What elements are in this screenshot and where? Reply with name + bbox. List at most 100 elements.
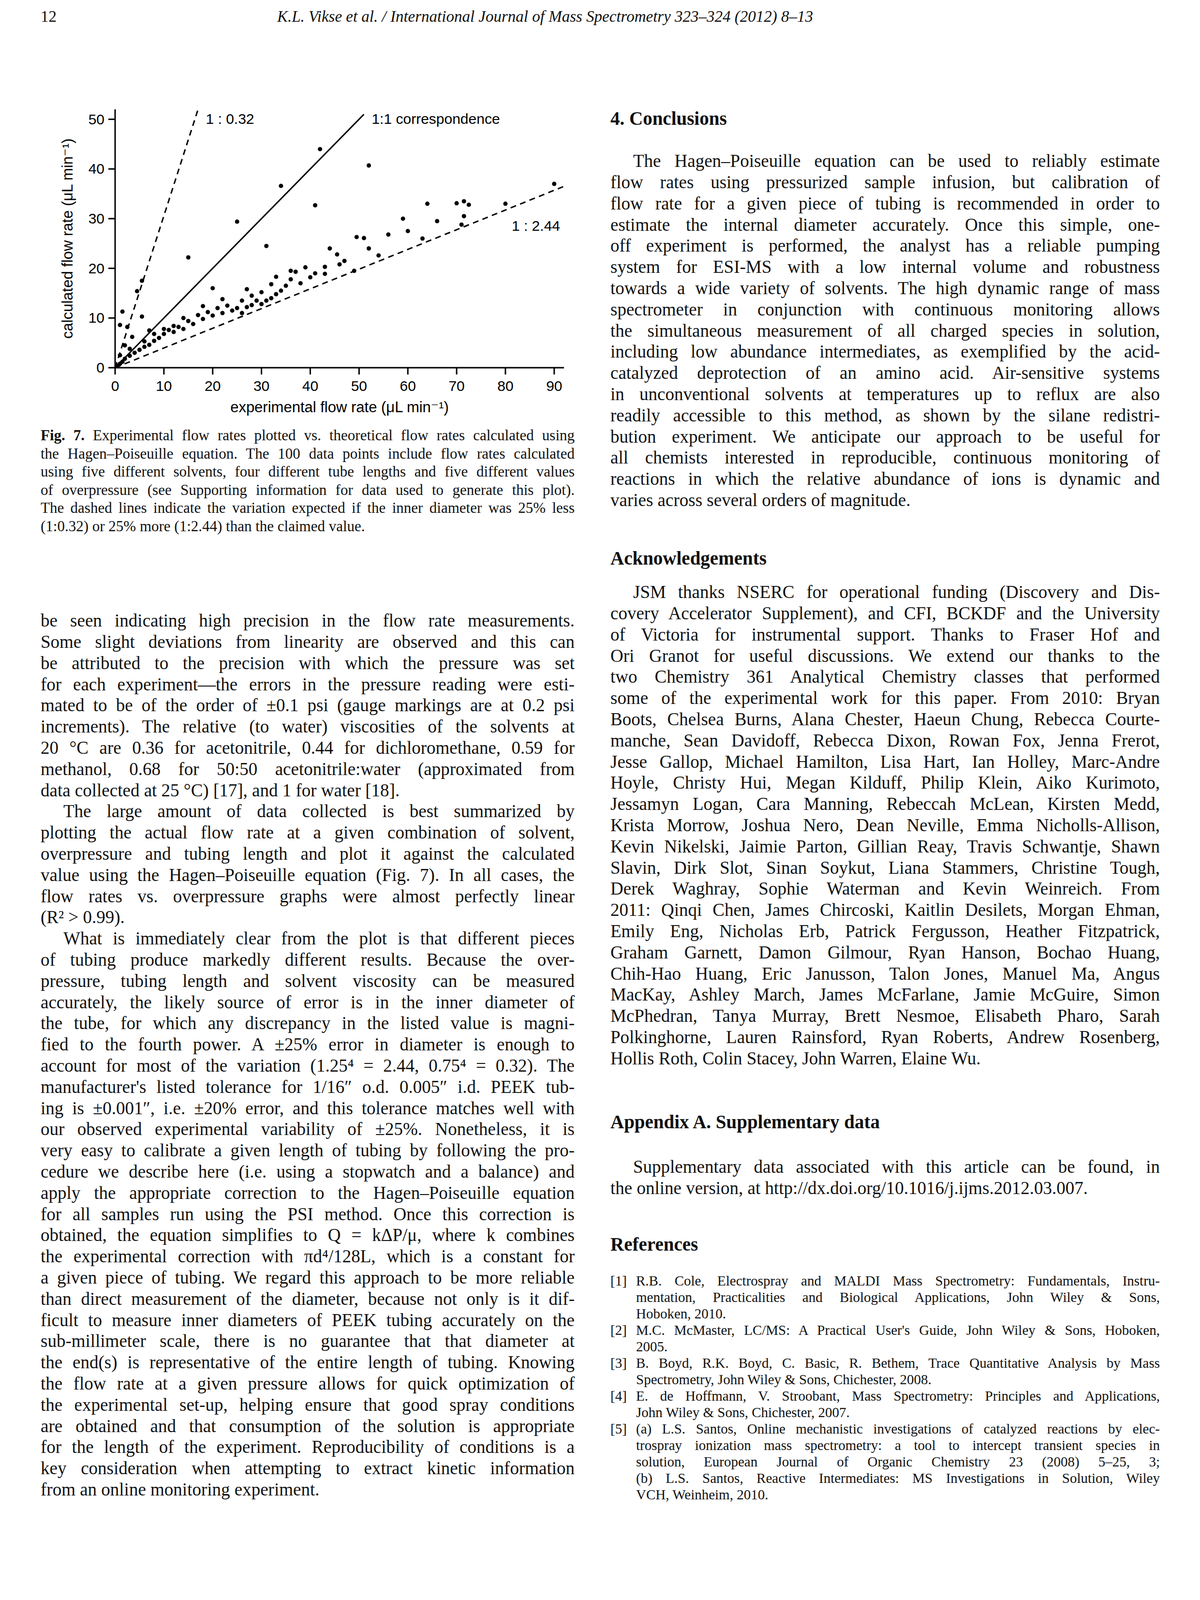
data-point [225, 303, 230, 308]
ref-line: mentation, Practicalities and Biological… [636, 1288, 1160, 1306]
ref-number: [5] [610, 1420, 627, 1437]
text: John Wiley & Sons, Chichester, 2007. [636, 1404, 850, 1420]
text: Jessamyn Logan, Cara Manning, Rebeccah M… [610, 793, 1160, 814]
ref-line: John Wiley & Sons, Chichester, 2007. [636, 1404, 1160, 1421]
line-content: mentation, Practicalities and Biological… [636, 1288, 1160, 1305]
text-line: spectrometer in conjunction with continu… [610, 298, 1160, 321]
text-line: covery Accelerator Supplement), and CFI,… [610, 602, 1160, 624]
data-point [191, 321, 196, 326]
x-tick-label: 30 [253, 377, 270, 394]
text: for each experiment—the errors in the pr… [40, 674, 575, 695]
line-content: Jesse Gallop, Michael Hamilton, Lisa Har… [610, 751, 1160, 772]
data-point [161, 331, 166, 337]
heading-line: References [610, 1232, 1160, 1258]
text-line: Jessamyn Logan, Cara Manning, Rebeccah M… [610, 793, 1160, 815]
data-point [312, 270, 318, 276]
data-point [244, 304, 250, 310]
line-content: (R² > 0.99). [40, 906, 125, 928]
text-line: plotting the actual flow rate at a given… [40, 821, 575, 844]
data-point [195, 312, 201, 318]
text-line: flow rates vs. overpressure graphs were … [40, 885, 575, 907]
text: catalyzed deprotection of an amino acid.… [610, 362, 1160, 383]
text: obtained, the equation simplifies to Q =… [40, 1224, 575, 1245]
y-tick [108, 168, 116, 170]
line-content: varies across several orders of magnitud… [610, 489, 911, 511]
caption-line: of overpressure (see Supporting informat… [40, 481, 575, 500]
data-point [166, 327, 171, 332]
line-content: the simultaneous measurement of all char… [610, 320, 1160, 341]
text-line: JSM thanks NSERC for operational funding… [633, 581, 1160, 603]
line-content: catalyzed deprotection of an amino acid.… [610, 362, 1160, 384]
line-content: our observed experimental variability of… [40, 1118, 575, 1140]
caption-line: Fig. 7. Experimental flow rates plotted … [40, 426, 575, 445]
text-line: off experiment is performed, the analyst… [610, 235, 1160, 257]
text: apply the appropriate correction to the … [40, 1182, 575, 1203]
text-line: the tube, for which any discrepancy in t… [40, 1012, 575, 1034]
line-content: towards a wide variety of solvents. The … [610, 277, 1160, 299]
y-axis-label: calculated flow rate (μL min⁻¹) [59, 138, 76, 339]
line-content: Slavin, Dirk Slot, Sinan Soykut, Liana S… [610, 857, 1160, 878]
page: 12 K.L. Vikse et al. / International Jour… [0, 0, 1200, 1600]
line-content: Emily Eng, Nicholas Erb, Patrick Ferguss… [610, 920, 1160, 942]
ref-line: B. Boyd, R.K. Boyd, C. Basic, R. Bethem,… [636, 1354, 1160, 1372]
text-line: MacKay, Ashley March, James McFarlane, J… [610, 983, 1160, 1006]
line-content: K.L. Vikse et al. / International Journa… [277, 7, 814, 26]
figure-label: Fig. 7. [40, 426, 85, 444]
text-line: McPhedran, Tanya Murray, Brett Nesmoe, E… [610, 1005, 1160, 1027]
line-content: Graham Garnett, Damon Gilmour, Ryan Hans… [610, 941, 1160, 963]
text: Boots, Chelsea Burns, Alana Chester, Hae… [610, 709, 1160, 729]
text: manufacturer's listed tolerance for 1/16… [40, 1076, 575, 1097]
caption-line: (1:0.32) or 25% more (1:2.44) than the c… [40, 517, 575, 536]
ref-line: Spectrometry, John Wiley & Sons, Chiches… [636, 1371, 1160, 1388]
line-content: data collected at 25 °C) [17], and 1 for… [40, 779, 400, 801]
text: bution experiment. We anticipate our app… [610, 426, 1160, 447]
x-tick-label: 60 [400, 377, 416, 394]
text-line: pressure, tubing length and solvent visc… [40, 970, 575, 992]
line-content: very easy to calibrate a given length of… [40, 1139, 575, 1161]
line-content: overpressure and tubing length and plot … [40, 843, 575, 864]
text: sub-millimeter scale, there is no guaran… [40, 1330, 575, 1351]
line-content: reactions in which the relative abundanc… [610, 468, 1160, 489]
data-point [210, 285, 215, 291]
line-content: all chemists interested in reproducible,… [610, 446, 1160, 468]
line-content: the end(s) is representative of the enti… [40, 1351, 575, 1373]
text: plotting the actual flow rate at a given… [40, 822, 575, 843]
text: mated to be of the order of ±0.1 psi (ga… [40, 695, 575, 715]
line-content: Kevin Nikelski, Jaimie Parton, Gillian R… [610, 835, 1160, 857]
text-line: (R² > 0.99). [40, 906, 575, 928]
reference-line [115, 109, 198, 368]
text-line: be seen indicating high precision in the… [40, 609, 575, 632]
data-point [210, 313, 215, 318]
line-content: for all samples run using the PSI method… [40, 1203, 575, 1225]
text-line: estimate the internal diameter accuratel… [610, 214, 1160, 236]
text-line: readily accessible to this method, as sh… [610, 404, 1160, 427]
ref-number-line: [5] [610, 1420, 640, 1438]
line-content: (a) L.S. Santos, Online mechanistic inve… [636, 1420, 1160, 1437]
text-line: system for ESI-MS with a low internal vo… [610, 256, 1160, 278]
line-content: MacKay, Ashley March, James McFarlane, J… [610, 983, 1160, 1005]
x-axis [115, 367, 564, 369]
line-content: John Wiley & Sons, Chichester, 2007. [636, 1404, 850, 1421]
ref-line: trospray ionization mass spectrometry: a… [636, 1437, 1160, 1454]
text: some of the experimental work for this p… [610, 687, 1160, 708]
line-content: References [610, 1232, 698, 1255]
data-point [293, 269, 298, 274]
text-line: catalyzed deprotection of an amino acid.… [610, 362, 1160, 384]
data-point [268, 281, 274, 287]
text: the experimental set-up, helping ensure … [40, 1394, 575, 1415]
heading: Acknowledgements [610, 547, 767, 569]
data-point [244, 286, 250, 292]
x-tick [553, 367, 555, 375]
text: R.B. Cole, Electrospray and MALDI Mass S… [636, 1272, 1160, 1289]
data-point [249, 293, 254, 298]
page-number: 12 [40, 7, 138, 30]
heading-line: Appendix A. Supplementary data [610, 1110, 1160, 1135]
text-line: two Chemistry 361 Analytical Chemistry c… [610, 666, 1160, 688]
line-content: key consideration when attempting to ext… [40, 1457, 575, 1479]
text: Jesse Gallop, Michael Hamilton, Lisa Har… [610, 751, 1160, 772]
line-content: VCH, Weinheim, 2010. [636, 1486, 769, 1503]
line-content: Acknowledgements [610, 547, 767, 569]
text: for all samples run using the PSI method… [40, 1203, 575, 1224]
ref-line: (b) L.S. Santos, Reactive Intermediates:… [636, 1469, 1160, 1487]
text: flow rates using pressurized sample infu… [610, 172, 1160, 193]
